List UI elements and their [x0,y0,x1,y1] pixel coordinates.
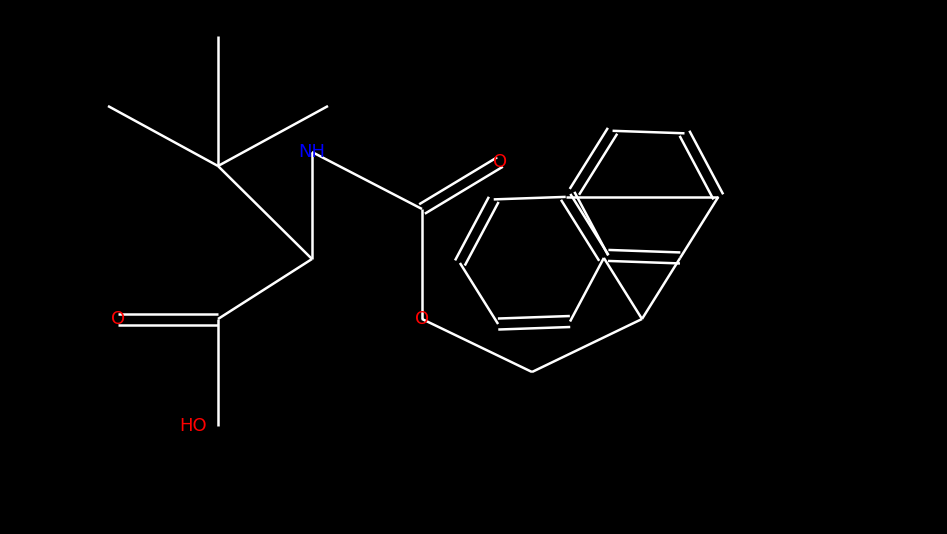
Text: O: O [415,310,429,328]
Text: HO: HO [179,417,206,435]
Text: NH: NH [298,143,326,161]
Text: O: O [111,310,125,328]
Text: O: O [493,153,507,171]
